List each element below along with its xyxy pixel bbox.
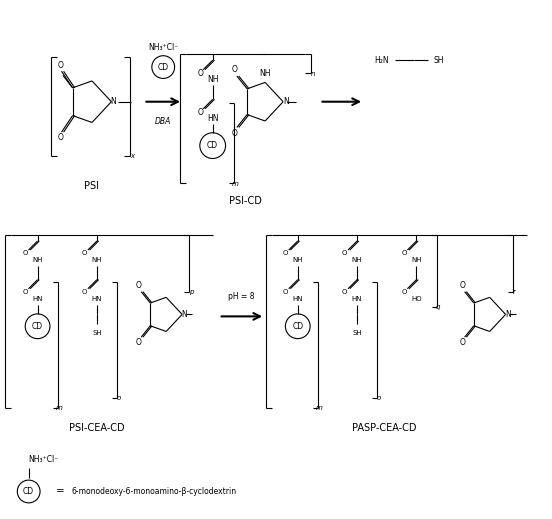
Text: HN: HN xyxy=(352,296,362,302)
Text: O: O xyxy=(58,133,64,142)
Text: SH: SH xyxy=(433,56,444,65)
Text: NH: NH xyxy=(411,257,422,263)
Text: PASP-CEA-CD: PASP-CEA-CD xyxy=(352,423,416,433)
Text: O: O xyxy=(342,251,347,256)
Text: pH = 8: pH = 8 xyxy=(228,292,254,301)
Text: HN: HN xyxy=(207,114,219,123)
Text: CD: CD xyxy=(292,322,304,331)
Text: O: O xyxy=(231,65,237,74)
Text: NH: NH xyxy=(259,69,271,78)
Text: m: m xyxy=(316,405,323,412)
Text: O: O xyxy=(23,289,28,295)
Text: O: O xyxy=(401,289,407,295)
Text: DBA: DBA xyxy=(155,117,172,126)
Text: O: O xyxy=(136,281,142,291)
Text: PSI-CEA-CD: PSI-CEA-CD xyxy=(69,423,125,433)
Text: HO: HO xyxy=(411,296,422,302)
Text: O: O xyxy=(136,338,142,347)
Text: r: r xyxy=(513,289,516,295)
Text: o: o xyxy=(116,395,121,402)
Text: O: O xyxy=(197,69,203,78)
Text: NH: NH xyxy=(92,257,102,263)
Text: NH₃⁺Cl⁻: NH₃⁺Cl⁻ xyxy=(148,43,178,52)
Text: N: N xyxy=(505,310,511,319)
Text: N: N xyxy=(283,97,289,106)
Text: O: O xyxy=(197,108,203,117)
Text: PSI-CD: PSI-CD xyxy=(229,196,262,206)
Text: NH: NH xyxy=(207,75,219,84)
Text: HN: HN xyxy=(293,296,303,302)
Text: o: o xyxy=(377,395,381,402)
Text: O: O xyxy=(459,338,465,347)
Text: O: O xyxy=(342,289,347,295)
Text: H₂N: H₂N xyxy=(374,56,389,65)
Text: O: O xyxy=(283,251,288,256)
Text: q: q xyxy=(436,304,440,310)
Text: HN: HN xyxy=(33,296,43,302)
Text: CD: CD xyxy=(158,63,169,72)
Text: O: O xyxy=(23,251,28,256)
Text: HN: HN xyxy=(92,296,102,302)
Text: m: m xyxy=(232,181,239,187)
Text: O: O xyxy=(82,289,87,295)
Text: O: O xyxy=(231,129,237,139)
Text: O: O xyxy=(58,61,64,70)
Text: 6-monodeoxy-6-monoamino-β-cyclodextrin: 6-monodeoxy-6-monoamino-β-cyclodextrin xyxy=(71,487,236,496)
Text: CD: CD xyxy=(207,141,218,150)
Text: O: O xyxy=(283,289,288,295)
Text: =: = xyxy=(56,486,65,497)
Text: SH: SH xyxy=(352,330,362,336)
Text: x: x xyxy=(130,153,135,159)
Text: NH₃⁺Cl⁻: NH₃⁺Cl⁻ xyxy=(29,455,59,465)
Text: NH: NH xyxy=(352,257,362,263)
Text: p: p xyxy=(189,289,193,295)
Text: O: O xyxy=(401,251,407,256)
Text: N: N xyxy=(110,97,116,106)
Text: CD: CD xyxy=(23,487,34,496)
Text: PSI: PSI xyxy=(84,181,99,191)
Text: O: O xyxy=(82,251,87,256)
Text: m: m xyxy=(56,405,63,412)
Text: CD: CD xyxy=(32,322,43,331)
Text: O: O xyxy=(459,281,465,291)
Text: n: n xyxy=(310,71,315,76)
Text: NH: NH xyxy=(293,257,303,263)
Text: SH: SH xyxy=(92,330,102,336)
Text: N: N xyxy=(182,310,187,319)
Text: NH: NH xyxy=(33,257,43,263)
